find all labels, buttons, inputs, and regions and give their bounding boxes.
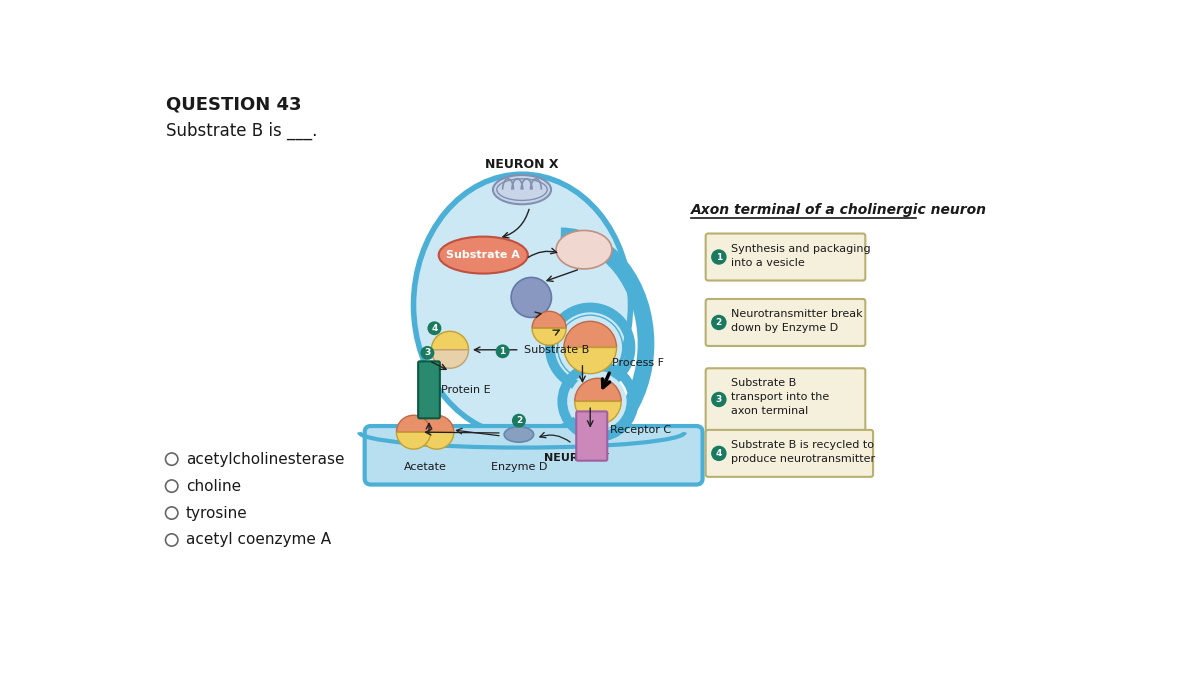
Circle shape	[712, 250, 727, 265]
Text: Protein E: Protein E	[442, 385, 491, 395]
FancyBboxPatch shape	[706, 233, 865, 280]
Wedge shape	[396, 432, 431, 449]
Circle shape	[512, 414, 526, 428]
Text: 1: 1	[499, 347, 505, 356]
Circle shape	[712, 391, 727, 407]
Text: 4: 4	[715, 449, 722, 458]
Text: 4: 4	[431, 324, 438, 333]
Wedge shape	[431, 350, 468, 368]
FancyBboxPatch shape	[706, 368, 865, 430]
Text: 3: 3	[715, 395, 722, 404]
Text: tyrosine: tyrosine	[186, 505, 247, 520]
Text: NEURON Y: NEURON Y	[544, 453, 608, 462]
Text: QUESTION 43: QUESTION 43	[166, 95, 301, 114]
Text: Neurotransmitter break
down by Enzyme D: Neurotransmitter break down by Enzyme D	[731, 309, 863, 333]
Text: 3: 3	[425, 349, 431, 357]
Text: acetylcholinesterase: acetylcholinesterase	[186, 451, 344, 466]
Ellipse shape	[439, 237, 528, 273]
Circle shape	[569, 373, 626, 430]
Text: Substrate B is ___.: Substrate B is ___.	[166, 122, 317, 140]
Circle shape	[427, 321, 442, 335]
Wedge shape	[575, 402, 622, 424]
Circle shape	[712, 315, 727, 330]
Text: Axon terminal of a cholinergic neuron: Axon terminal of a cholinergic neuron	[691, 203, 986, 217]
Wedge shape	[420, 415, 454, 432]
Text: Substrate B
transport into the
axon terminal: Substrate B transport into the axon term…	[731, 379, 829, 416]
Wedge shape	[396, 415, 431, 432]
Text: Substrate A: Substrate A	[446, 250, 520, 260]
Text: Substrate B: Substrate B	[523, 345, 589, 355]
Text: acetyl coenzyme A: acetyl coenzyme A	[186, 533, 331, 548]
Wedge shape	[575, 379, 622, 402]
Wedge shape	[564, 348, 617, 374]
FancyBboxPatch shape	[475, 428, 569, 482]
Text: choline: choline	[186, 479, 241, 494]
Text: 1: 1	[715, 252, 722, 261]
Ellipse shape	[414, 174, 630, 436]
Text: Process F: Process F	[612, 358, 664, 368]
Circle shape	[420, 346, 434, 360]
Circle shape	[511, 278, 552, 317]
Wedge shape	[420, 432, 454, 449]
Text: Synthesis and packaging
into a vesicle: Synthesis and packaging into a vesicle	[731, 243, 871, 267]
Wedge shape	[532, 311, 566, 328]
Text: 2: 2	[715, 318, 722, 327]
Circle shape	[558, 315, 623, 380]
FancyBboxPatch shape	[481, 398, 563, 444]
Wedge shape	[431, 331, 468, 350]
Wedge shape	[532, 328, 566, 345]
Text: Acetate: Acetate	[403, 462, 446, 472]
Ellipse shape	[556, 231, 612, 269]
FancyBboxPatch shape	[576, 411, 607, 460]
FancyBboxPatch shape	[706, 430, 874, 477]
Text: NEURON X: NEURON X	[485, 158, 559, 171]
Text: Receptor C: Receptor C	[611, 425, 672, 435]
Ellipse shape	[493, 175, 551, 205]
Wedge shape	[564, 321, 617, 348]
Text: 2: 2	[516, 416, 522, 425]
Ellipse shape	[504, 427, 534, 442]
FancyBboxPatch shape	[706, 299, 865, 346]
Text: Substrate B is recycled to
produce neurotransmitter: Substrate B is recycled to produce neuro…	[731, 440, 875, 464]
Text: Enzyme D: Enzyme D	[491, 462, 547, 472]
FancyBboxPatch shape	[418, 361, 440, 418]
FancyBboxPatch shape	[365, 426, 702, 484]
Circle shape	[496, 344, 510, 358]
Circle shape	[712, 445, 727, 461]
